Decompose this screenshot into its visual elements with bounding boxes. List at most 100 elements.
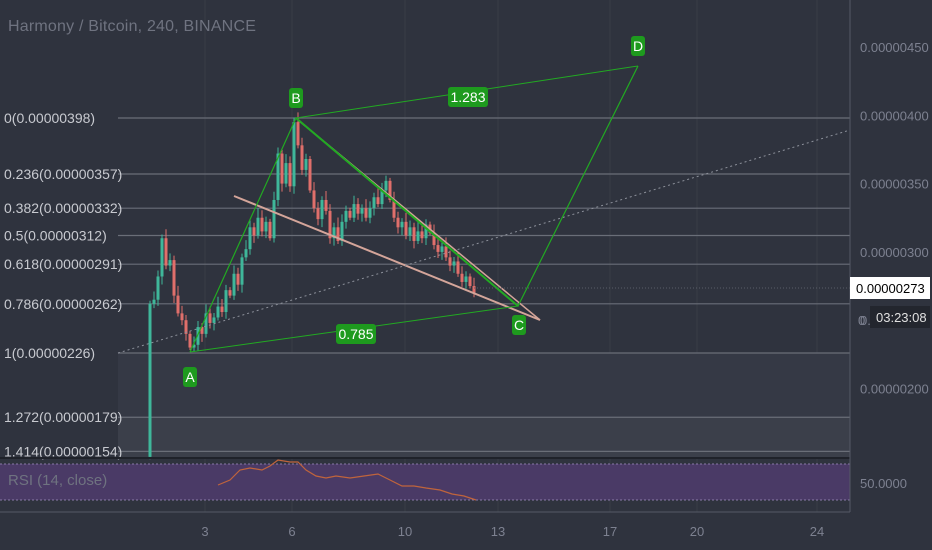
candle-body (192, 344, 196, 348)
candle-body (304, 158, 308, 170)
candle-body (412, 227, 416, 241)
candle-body (228, 290, 232, 296)
candle-body (340, 221, 344, 241)
candle-body (460, 273, 464, 282)
candle-body (444, 246, 448, 258)
candle-body (224, 290, 228, 313)
candle-body (272, 199, 276, 239)
pattern-bc (295, 117, 519, 307)
candle-body (188, 333, 192, 348)
time-tick-20: 20 (690, 524, 704, 539)
rsi-pane (0, 457, 850, 501)
candle-body (416, 231, 420, 241)
candle-body (232, 273, 236, 296)
pattern-point-d-bg (631, 36, 645, 56)
candle-body (260, 217, 264, 232)
candle-body (396, 217, 400, 228)
candle-body (256, 217, 260, 236)
candle-body (204, 313, 208, 334)
candle-body (432, 232, 436, 246)
candle-body (344, 210, 348, 222)
candle-body (184, 320, 188, 334)
candle-body (336, 227, 340, 241)
rsi-line (217, 459, 477, 501)
price-tick-partial: 0 (858, 313, 865, 328)
grid (204, 0, 818, 512)
time-tick-24: 24 (810, 524, 824, 539)
ratio-label-ac: 0.785 (338, 326, 373, 342)
ratio-label-bd: 1.283 (450, 89, 485, 105)
fib-label-0.618: 0.618(0.00000291) (4, 256, 122, 272)
candle-body (172, 260, 176, 296)
chart-title: Harmony / Bitcoin, 240, BINANCE (8, 18, 257, 35)
countdown: 03:23:08 (876, 310, 927, 325)
candle-body (376, 197, 380, 205)
candle-body (408, 227, 412, 236)
candle-body (404, 221, 408, 236)
candle-body (244, 249, 248, 258)
pattern-point-c-bg (512, 315, 526, 335)
rsi-tick: 50.0000 (860, 476, 907, 491)
candle-body (156, 276, 160, 300)
price-tick: 0.00000450 (860, 40, 929, 55)
candle-body (212, 317, 216, 323)
candle-body (388, 180, 392, 200)
time-tick-6: 6 (288, 524, 295, 539)
candle-body (384, 180, 388, 191)
fib-label-0.786: 0.786(0.00000262) (4, 296, 122, 312)
candle-body (288, 163, 292, 187)
candle-body (360, 208, 364, 214)
candle-body (400, 221, 404, 228)
candle-body (392, 199, 396, 218)
candle-body (264, 221, 268, 232)
candle-body (208, 313, 212, 323)
candle-body (236, 273, 240, 285)
candle-body (248, 227, 252, 250)
candle-body (356, 204, 360, 214)
fib-label-0.382: 0.382(0.00000332) (4, 200, 122, 216)
price-tick: 0.00000350 (860, 177, 929, 192)
price-tick: 0.00000200 (860, 382, 929, 397)
pattern-point-b-bg (289, 88, 303, 108)
pattern-point-c: C (514, 317, 524, 333)
candle-body (308, 158, 312, 191)
rsi-band (0, 464, 850, 500)
time-tick-10: 10 (398, 524, 412, 539)
pattern-legs (189, 65, 639, 353)
candle-body (448, 257, 452, 266)
time-tick-17: 17 (603, 524, 617, 539)
fib-label-1.272: 1.272(0.00000179) (4, 409, 122, 425)
candle-body (168, 260, 172, 266)
fib-label-0.236: 0.236(0.00000357) (4, 166, 122, 182)
countdown-bg (870, 306, 930, 328)
candle-body (380, 190, 384, 205)
candle-body (352, 204, 356, 218)
candle-body (372, 197, 376, 209)
pattern-point-a: A (185, 369, 195, 385)
candle-body (324, 199, 328, 211)
candle-body (440, 246, 444, 252)
fib-label-1.414: 1.414(0.00000154) (4, 443, 122, 459)
pattern-labels: A B C D 1.283 0.785 (183, 36, 645, 387)
candle-body (368, 208, 372, 218)
ratio-label-ac-bg (336, 324, 376, 344)
candle-body (424, 224, 428, 239)
pattern-lines (117, 65, 851, 354)
price-axis[interactable]: 0.00000450 0.00000400 0.00000350 0.00000300… (474, 0, 932, 550)
trend-line-lower (233, 195, 541, 321)
price-axis-bg (850, 0, 932, 550)
candle-body (216, 306, 220, 318)
rsi-label: RSI (14, close) (8, 472, 108, 489)
candle-body (284, 163, 288, 184)
candle-body (320, 199, 324, 220)
candle-body (420, 231, 424, 239)
pattern-point-a-bg (183, 367, 197, 387)
fib-zone (118, 353, 850, 418)
candle-body (364, 208, 368, 218)
time-axis[interactable]: 3 6 10 13 17 20 24 (0, 511, 850, 539)
candle-body (296, 122, 300, 146)
candle-body (180, 313, 184, 321)
price-tick: 0.00000300 (860, 245, 929, 260)
